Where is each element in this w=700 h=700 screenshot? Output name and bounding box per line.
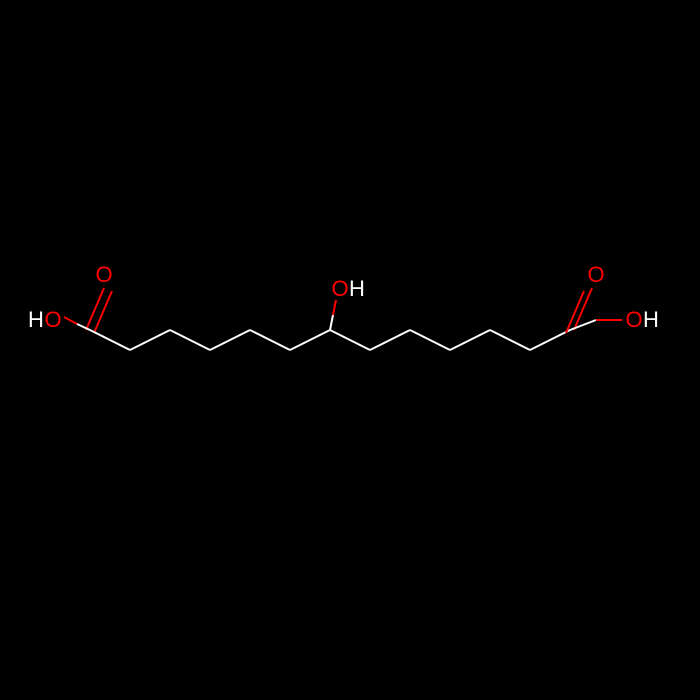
molecule-canvas: O O H O H O O H: [0, 0, 700, 700]
atom-oh-mid-h: H: [349, 276, 365, 301]
atom-o-top-left: O: [95, 262, 112, 287]
background: [0, 0, 700, 700]
atom-oh-left-h: H: [28, 307, 44, 332]
atom-o-top-right: O: [587, 262, 604, 287]
atom-oh-mid-o: O: [331, 276, 348, 301]
atom-oh-right-h: H: [643, 307, 659, 332]
atom-oh-left-o: O: [44, 307, 61, 332]
atom-oh-right-o: O: [625, 307, 642, 332]
